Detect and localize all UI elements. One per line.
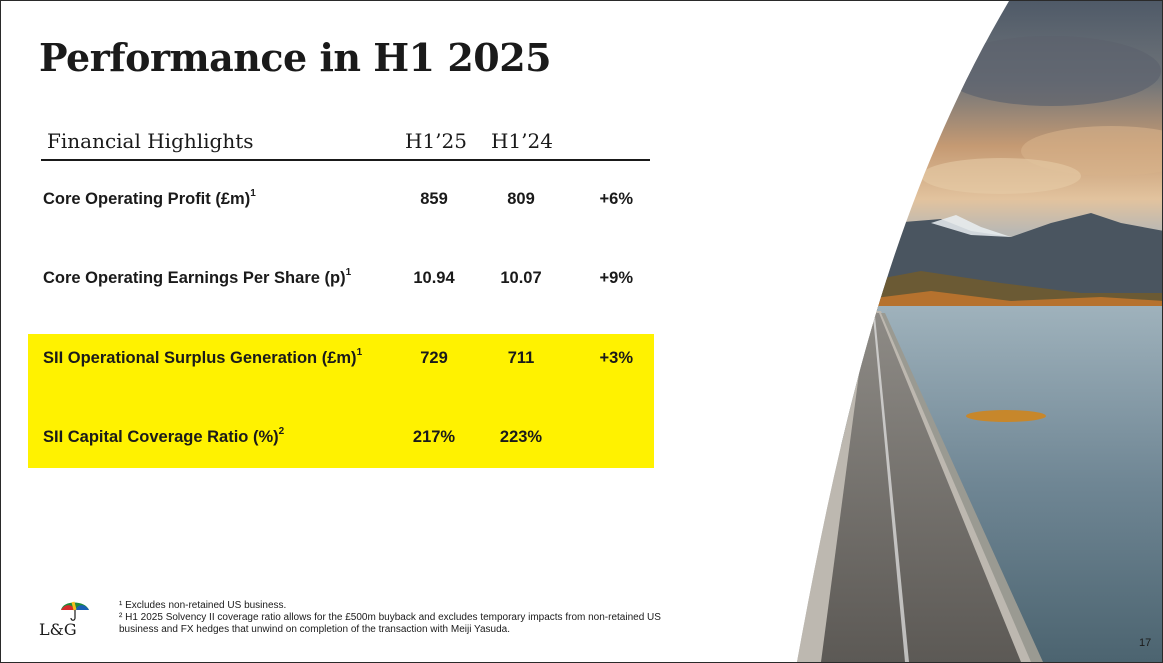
- umbrella-icon: [61, 601, 89, 621]
- row-label: Core Operating Earnings Per Share (p)1: [43, 267, 352, 287]
- row-h124-value: 223%: [499, 428, 543, 446]
- row-h125-value: 729: [420, 349, 448, 367]
- header-financial-highlights: Financial Highlights: [47, 129, 254, 153]
- footnote-1: ¹ Excludes non-retained US business.: [119, 600, 287, 611]
- table-row: SII Operational Surplus Generation (£m)1…: [43, 347, 653, 375]
- table-row: Core Operating Profit (£m)1 859 809 +6%: [43, 188, 653, 216]
- header-h124: H1’24: [491, 129, 553, 153]
- page-number: 17: [1139, 637, 1152, 649]
- highlight-band: [28, 334, 654, 468]
- lg-logo: [61, 601, 89, 621]
- footnotes: ¹ Excludes non-retained US business. ² H…: [119, 600, 739, 636]
- row-h125-value: 217%: [412, 428, 456, 446]
- row-label: Core Operating Profit (£m)1: [43, 188, 256, 208]
- row-label: SII Capital Coverage Ratio (%)2: [43, 426, 285, 446]
- row-change: +3%: [599, 349, 633, 367]
- header-h125: H1’25: [405, 129, 467, 153]
- logo-text: L&G: [39, 620, 77, 639]
- row-h124-value: 711: [507, 349, 535, 367]
- row-change: +6%: [599, 190, 633, 208]
- footnote-2: ² H1 2025 Solvency II coverage ratio all…: [119, 612, 661, 623]
- table-row: SII Capital Coverage Ratio (%)2 217% 223…: [43, 426, 653, 454]
- page-title: Performance in H1 2025: [39, 35, 552, 80]
- row-h124-value: 809: [507, 190, 535, 208]
- table-row: Core Operating Earnings Per Share (p)1 1…: [43, 267, 653, 295]
- table-header: Financial Highlights H1’25 H1’24: [41, 125, 650, 161]
- row-h125-value: 859: [420, 190, 448, 208]
- row-change: +9%: [599, 269, 633, 287]
- row-label: SII Operational Surplus Generation (£m)1: [43, 347, 363, 367]
- footnote-2-cont: business and FX hedges that unwind on co…: [119, 624, 510, 635]
- row-h124-value: 10.07: [500, 269, 542, 287]
- row-h125-value: 10.94: [413, 269, 455, 287]
- landscape-photo: [797, 1, 1162, 662]
